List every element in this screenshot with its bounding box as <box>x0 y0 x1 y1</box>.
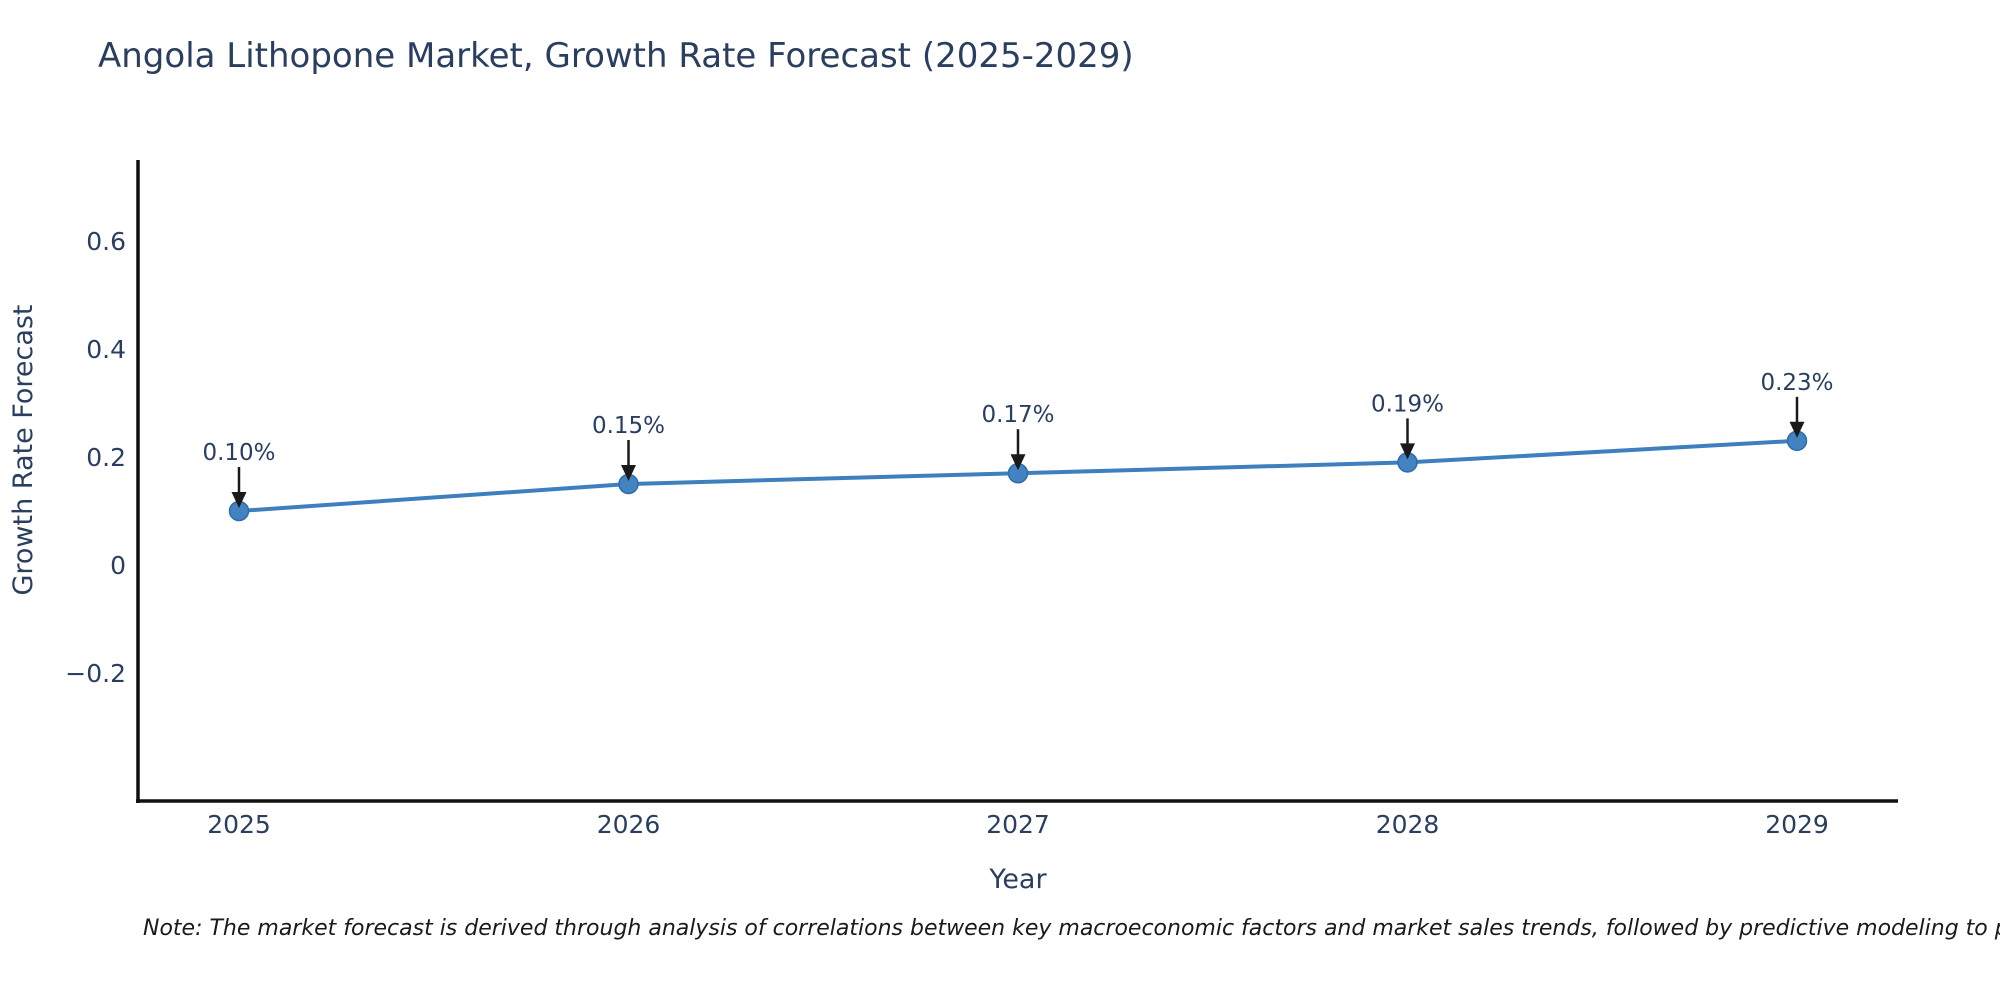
chart-title: Angola Lithopone Market, Growth Rate For… <box>98 36 1134 76</box>
y-tick-label: −0.2 <box>65 659 126 688</box>
data-point-label: 0.15% <box>592 413 665 439</box>
footnote: Note: The market forecast is derived thr… <box>143 916 2000 941</box>
annotation-arrow-head <box>1789 421 1805 438</box>
annotation-arrow-head <box>1010 454 1026 471</box>
x-tick-label: 2026 <box>597 810 661 839</box>
y-tick-label: 0.6 <box>86 227 126 256</box>
data-point-label: 0.19% <box>1371 391 1444 417</box>
x-tick-label: 2025 <box>207 810 271 839</box>
annotation-arrow-head <box>231 492 247 508</box>
y-tick-label: 0.4 <box>86 335 126 364</box>
x-tick-label: 2027 <box>986 810 1050 839</box>
annotation-arrow-head <box>621 465 636 481</box>
x-tick-label: 2029 <box>1765 810 1829 839</box>
x-tick-label: 2028 <box>1376 810 1440 839</box>
y-tick-label: 0.2 <box>86 443 126 472</box>
y-tick-label: 0 <box>110 551 126 580</box>
data-point-label: 0.23% <box>1760 370 1833 396</box>
data-point-label: 0.17% <box>981 402 1054 428</box>
x-axis-title: Year <box>988 864 1047 895</box>
y-axis-title: Growth Rate Forecast <box>8 304 39 595</box>
data-point-label: 0.10% <box>202 440 275 466</box>
annotation-arrow-head <box>1400 443 1415 460</box>
